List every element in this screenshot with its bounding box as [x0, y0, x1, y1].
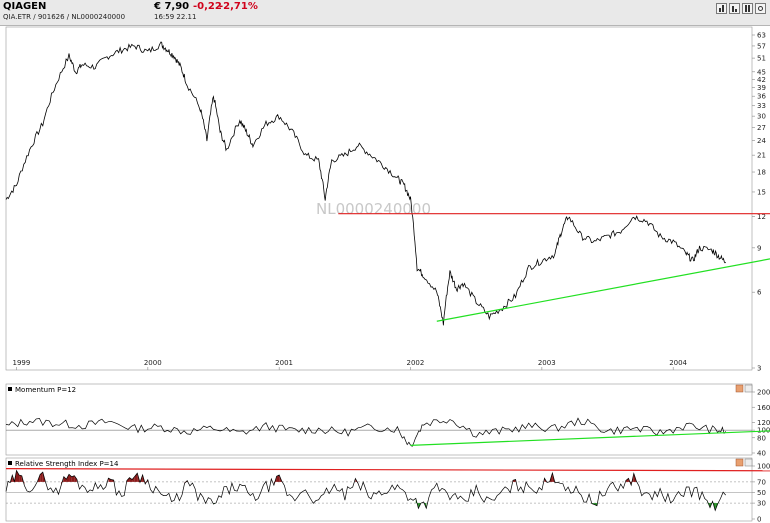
rsi-overbought-fill: [145, 479, 148, 484]
price-xtick-label: 2003: [538, 359, 556, 367]
rsi-ytick-label: 50: [757, 489, 766, 497]
last-price: € 7,90: [154, 1, 190, 12]
rsi-overbought-fill: [71, 475, 75, 482]
panel-close-icon[interactable]: [744, 384, 753, 393]
price-ytick-label: 24: [757, 137, 766, 145]
price-xtick-label: 2004: [669, 359, 687, 367]
quote-time: 16:59 22.11: [154, 13, 197, 21]
price-change: -0,22: [193, 1, 222, 12]
price-ytick-label: 51: [757, 55, 766, 63]
panel-frame: [5, 383, 753, 456]
price-ytick-label: 27: [757, 124, 766, 132]
price-ytick-label: 18: [757, 169, 766, 177]
rsi-ytick-label: 0: [757, 516, 761, 523]
rsi-overbought-fill: [132, 476, 135, 482]
momentum-ytick-label: 40: [757, 450, 766, 458]
momentum-series-line: [5, 417, 726, 447]
watermark-text: NL0000240000: [316, 200, 431, 218]
price-ytick-label: 42: [757, 76, 766, 84]
price-ytick-label: 30: [757, 113, 766, 121]
momentum-ytick-label: 120: [757, 419, 770, 427]
support-trendline: [436, 258, 770, 322]
momentum-ytick-label: 80: [757, 434, 766, 442]
panel-edit-icon[interactable]: [735, 384, 744, 393]
price-ytick-label: 21: [757, 152, 766, 160]
rsi-overbought-fill: [74, 475, 77, 482]
price-ytick-label: 15: [757, 188, 766, 196]
security-ids: QIA.ETR / 901626 / NL0000240000: [3, 13, 126, 21]
price-xtick-label: 2001: [275, 359, 293, 367]
security-name: QIAGEN: [3, 1, 47, 12]
rsi-resistance-line: [5, 468, 770, 472]
rsi-overbought-fill: [108, 478, 112, 482]
price-ytick-label: 45: [757, 68, 766, 76]
panel-marker-icon: [8, 461, 12, 465]
list-icon[interactable]: [742, 3, 753, 14]
price-ytick-label: 57: [757, 42, 766, 50]
rsi-overbought-fill: [134, 473, 138, 482]
momentum-ytick-label: 200: [757, 389, 770, 397]
panel-title: Momentum P=12: [15, 386, 76, 394]
price-ytick-label: 3: [757, 365, 761, 373]
line-chart-icon[interactable]: [729, 3, 740, 14]
price-ytick-label: 63: [757, 32, 766, 40]
rsi-ytick-label: 100: [757, 463, 770, 471]
price-ytick-label: 6: [757, 289, 762, 297]
price-xtick-label: 2000: [144, 359, 162, 367]
price-ytick-label: 9: [757, 244, 761, 252]
price-xtick-label: 1999: [13, 359, 31, 367]
rsi-overbought-fill: [16, 470, 20, 482]
rsi-overbought-fill: [19, 475, 22, 482]
momentum-panel: Momentum P=124080100120160200: [5, 383, 770, 458]
rsi-overbought-fill: [40, 472, 43, 482]
panel-edit-icon[interactable]: [735, 458, 744, 467]
toolbar: [716, 3, 766, 14]
price-ytick-label: 33: [757, 102, 766, 110]
panel-close-icon[interactable]: [744, 458, 753, 467]
momentum-ytick-label: 160: [757, 404, 770, 412]
rsi-panel: Relative Strength Index P=14 0 30 50 70 100: [5, 457, 770, 523]
title-bar: QIAGEN QIA.ETR / 901626 / NL0000240000 €…: [0, 0, 770, 26]
price-ytick-label: 39: [757, 84, 766, 92]
rsi-overbought-fill: [129, 477, 133, 482]
panel-title: Relative Strength Index P=14: [15, 460, 119, 468]
rsi-overbought-fill: [63, 476, 67, 482]
rsi-overbought-fill: [512, 479, 516, 482]
settings-icon[interactable]: [755, 3, 766, 14]
rsi-ytick-label: 70: [757, 478, 766, 486]
price-xtick-label: 2002: [407, 359, 425, 367]
rsi-series-line: [5, 469, 726, 512]
price-ytick-label: 12: [757, 213, 766, 221]
bar-chart-icon[interactable]: [716, 3, 727, 14]
rsi-overbought-fill: [276, 475, 280, 482]
price-series-line: [5, 41, 726, 326]
momentum-support-trendline: [410, 430, 770, 446]
price-change-pct: -2,71%: [219, 1, 258, 12]
rsi-ytick-label: 30: [757, 500, 766, 508]
price-ytick-label: 36: [757, 93, 766, 101]
panel-frame: [5, 26, 753, 371]
panel-marker-icon: [8, 387, 12, 391]
